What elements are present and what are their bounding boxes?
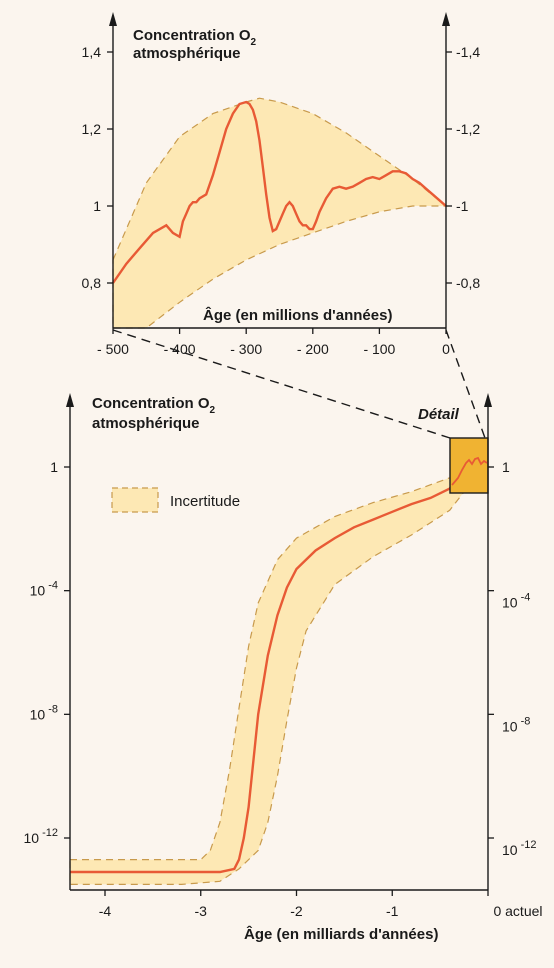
main-right-axis-arrow <box>484 393 492 407</box>
detail-axis-title-line2: atmosphérique <box>133 45 241 62</box>
detail-label: Détail <box>418 406 460 423</box>
main-right-tick-label: 10 -12 <box>502 839 536 858</box>
main-x-axis-label: Âge (en milliards d'années) <box>244 925 438 943</box>
detail-x-tick-label: - 400 <box>164 341 196 357</box>
detail-x-tick-label: - 300 <box>230 341 262 357</box>
detail-right-tick-label: -1 <box>456 198 469 214</box>
detail-left-tick-label: 1,2 <box>82 121 102 137</box>
legend: Incertitude <box>111 487 240 513</box>
detail-box-curve <box>451 456 488 486</box>
main-left-tick-label: 1 <box>50 459 58 475</box>
detail-ticks: 0,8 -0,8 1 -1 1,2 -1,2 1,4 -1,4 - 500 - 400 - 300 -… <box>82 44 481 357</box>
detail-right-tick-label: -0,8 <box>456 275 480 291</box>
main-right-tick-label: 10 -4 <box>502 592 530 611</box>
detail-axis-title: Concentration O2 <box>133 27 257 48</box>
main-left-tick-label: 10 -12 <box>24 827 58 846</box>
main-x-tick-label: -1 <box>386 903 399 919</box>
main-o2-curve <box>70 472 461 874</box>
legend-swatch <box>111 487 159 513</box>
main-ticks: 1 1 10 -4 10 -4 10 -8 10 -8 10 -12 10 -12 -4 -3 -2 -1 0 ac… <box>24 459 543 919</box>
main-axis-title: Concentration O2 <box>92 395 216 416</box>
connector-right <box>445 329 486 439</box>
main-axis-title-line2: atmosphérique <box>92 415 200 432</box>
detail-x-tick-label: - 200 <box>297 341 329 357</box>
detail-left-axis-arrow <box>109 12 117 26</box>
detail-x-tick-label: 0 <box>442 341 450 357</box>
detail-right-tick-label: -1,4 <box>456 44 480 60</box>
main-left-axis-arrow <box>66 393 74 407</box>
main-left-tick-label: 10 -8 <box>30 703 58 722</box>
detail-left-tick-label: 1,4 <box>82 44 102 60</box>
main-chart: 1 1 10 -4 10 -4 10 -8 10 -8 10 -12 10 -12 -4 -3 -2 -1 0 ac… <box>24 393 543 943</box>
detail-box <box>449 437 489 494</box>
main-x-tick-label: -2 <box>290 903 303 919</box>
main-uncertainty-band <box>69 466 490 885</box>
detail-uncertainty-band <box>112 97 448 329</box>
main-x-tick-label: -3 <box>195 903 208 919</box>
main-left-tick-label: 10 -4 <box>30 580 58 599</box>
detail-x-tick-label: - 500 <box>97 341 129 357</box>
detail-x-tick-label: - 100 <box>363 341 395 357</box>
detail-right-axis-arrow <box>442 12 450 26</box>
main-x-tick-label: -4 <box>99 903 112 919</box>
detail-left-tick-label: 1 <box>93 198 101 214</box>
detail-left-tick-label: 0,8 <box>82 275 102 291</box>
detail-o2-curve <box>112 100 447 284</box>
main-right-tick-label: 1 <box>502 459 510 475</box>
detail-right-tick-label: -1,2 <box>456 121 480 137</box>
detail-chart: 0,8 -0,8 1 -1 1,2 -1,2 1,4 -1,4 - 500 - 400 - 300 -… <box>82 12 481 357</box>
detail-x-axis-label: Âge (en millions d'années) <box>203 306 392 324</box>
main-right-tick-label: 10 -8 <box>502 715 530 734</box>
main-x-tick-label: 0 actuel <box>493 903 542 919</box>
legend-label: Incertitude <box>170 493 240 510</box>
